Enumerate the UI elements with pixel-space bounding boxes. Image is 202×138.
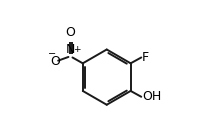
Text: OH: OH [142, 91, 161, 104]
Text: O: O [50, 55, 60, 68]
Text: F: F [142, 51, 149, 64]
Text: −: − [48, 49, 56, 59]
Text: O: O [66, 26, 76, 39]
Text: +: + [74, 45, 81, 54]
Text: N: N [66, 43, 75, 56]
